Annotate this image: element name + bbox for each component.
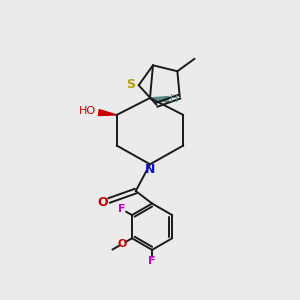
- Text: HO: HO: [79, 106, 96, 116]
- Polygon shape: [98, 110, 117, 116]
- Text: O: O: [97, 196, 108, 208]
- Text: H: H: [170, 94, 178, 104]
- Text: F: F: [148, 256, 156, 266]
- Text: F: F: [118, 204, 126, 214]
- Text: S: S: [126, 78, 135, 91]
- Text: O: O: [118, 239, 127, 249]
- Text: N: N: [145, 163, 155, 176]
- Polygon shape: [150, 97, 169, 102]
